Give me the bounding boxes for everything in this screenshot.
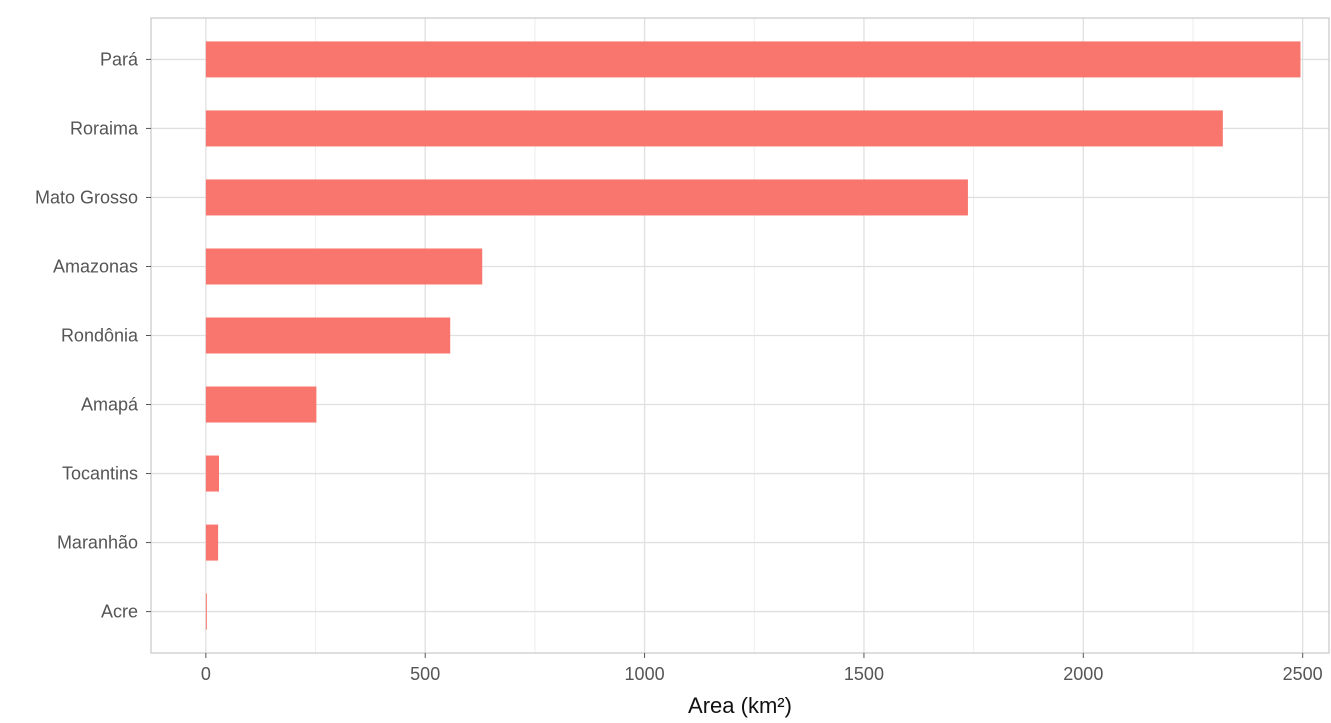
x-tick-label: 2000 — [1063, 664, 1103, 684]
y-tick-label: Rondônia — [61, 326, 139, 346]
bars — [205, 41, 1301, 630]
bar — [205, 593, 207, 630]
y-tick-label: Mato Grosso — [35, 187, 138, 207]
x-axis: 0 500 1000 1500 2000 2500 — [201, 653, 1323, 684]
x-tick-label: 1500 — [844, 664, 884, 684]
y-tick-label: Pará — [100, 49, 139, 69]
y-tick-label: Roraima — [70, 118, 139, 138]
y-tick-label: Acre — [101, 602, 138, 622]
y-tick-label: Maranhão — [57, 533, 138, 553]
x-axis-title: Area (km²) — [688, 693, 792, 718]
bar — [205, 386, 317, 423]
bar — [205, 110, 1223, 147]
x-tick-label: 0 — [201, 664, 211, 684]
x-tick-label: 2500 — [1283, 664, 1323, 684]
x-tick-label: 500 — [410, 664, 440, 684]
bar — [205, 179, 968, 216]
bar — [205, 524, 219, 561]
bar — [205, 248, 483, 285]
y-axis: Pará Roraima Mato Grosso Amazonas Rondônia Am… — [35, 49, 151, 622]
y-tick-label: Tocantins — [62, 464, 138, 484]
bar — [205, 455, 220, 492]
x-tick-label: 1000 — [625, 664, 665, 684]
y-tick-label: Amapá — [81, 395, 139, 415]
y-tick-label: Amazonas — [53, 256, 138, 276]
bar — [205, 317, 451, 354]
bar — [205, 41, 1301, 78]
